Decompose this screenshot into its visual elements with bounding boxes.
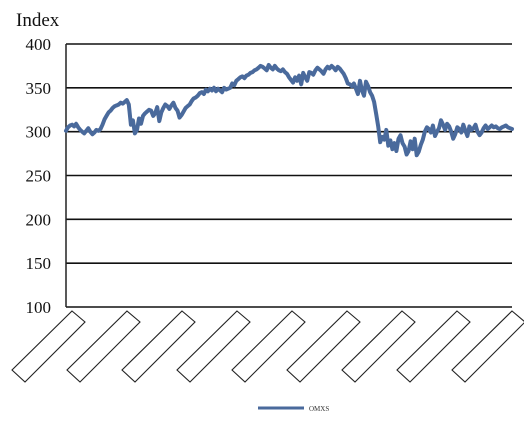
y-tick-label-200: 200 <box>26 210 52 229</box>
y-tick-label-400: 400 <box>26 35 52 54</box>
y-tick-label-150: 150 <box>26 254 52 273</box>
y-tick-label-350: 350 <box>26 79 52 98</box>
legend: OMXS <box>258 405 329 413</box>
y-tick-label-300: 300 <box>26 123 52 142</box>
series-group <box>64 63 514 158</box>
legend-label-omxs: OMXS <box>309 405 329 413</box>
x-tick-label-box-9 <box>451 310 524 383</box>
x-tick-label-box-3 <box>121 310 196 383</box>
x-tick-label-box-2 <box>66 310 141 383</box>
gridlines <box>66 43 512 308</box>
x-tick-label-box-5 <box>231 310 306 383</box>
x-tick-label-box-6 <box>286 310 361 383</box>
x-tick-labels <box>11 310 524 383</box>
x-tick-label-box-8 <box>396 310 471 383</box>
x-tick-label-box-7 <box>341 310 416 383</box>
series-line-omxs <box>64 63 514 158</box>
y-tick-label-100: 100 <box>26 298 52 317</box>
x-tick-label-box-1 <box>11 310 86 383</box>
x-tick-label-box-4 <box>176 310 251 383</box>
y-tick-labels: 100 150 200 250 300 350 400 <box>26 35 52 317</box>
y-axis-label: Index <box>16 10 60 31</box>
y-tick-label-250: 250 <box>26 167 52 186</box>
